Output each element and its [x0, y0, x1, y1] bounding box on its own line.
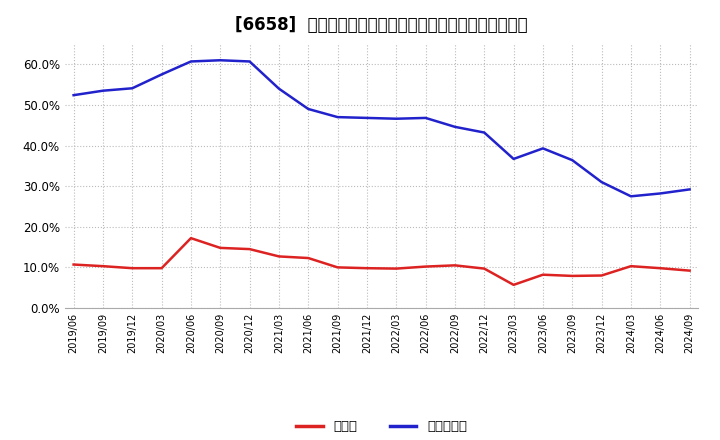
Title: [6658]  現預金、有利子負債の総資産に対する比率の推移: [6658] 現預金、有利子負債の総資産に対する比率の推移: [235, 16, 528, 34]
Legend: 現預金, 有利子負債: 現預金, 有利子負債: [291, 415, 472, 439]
